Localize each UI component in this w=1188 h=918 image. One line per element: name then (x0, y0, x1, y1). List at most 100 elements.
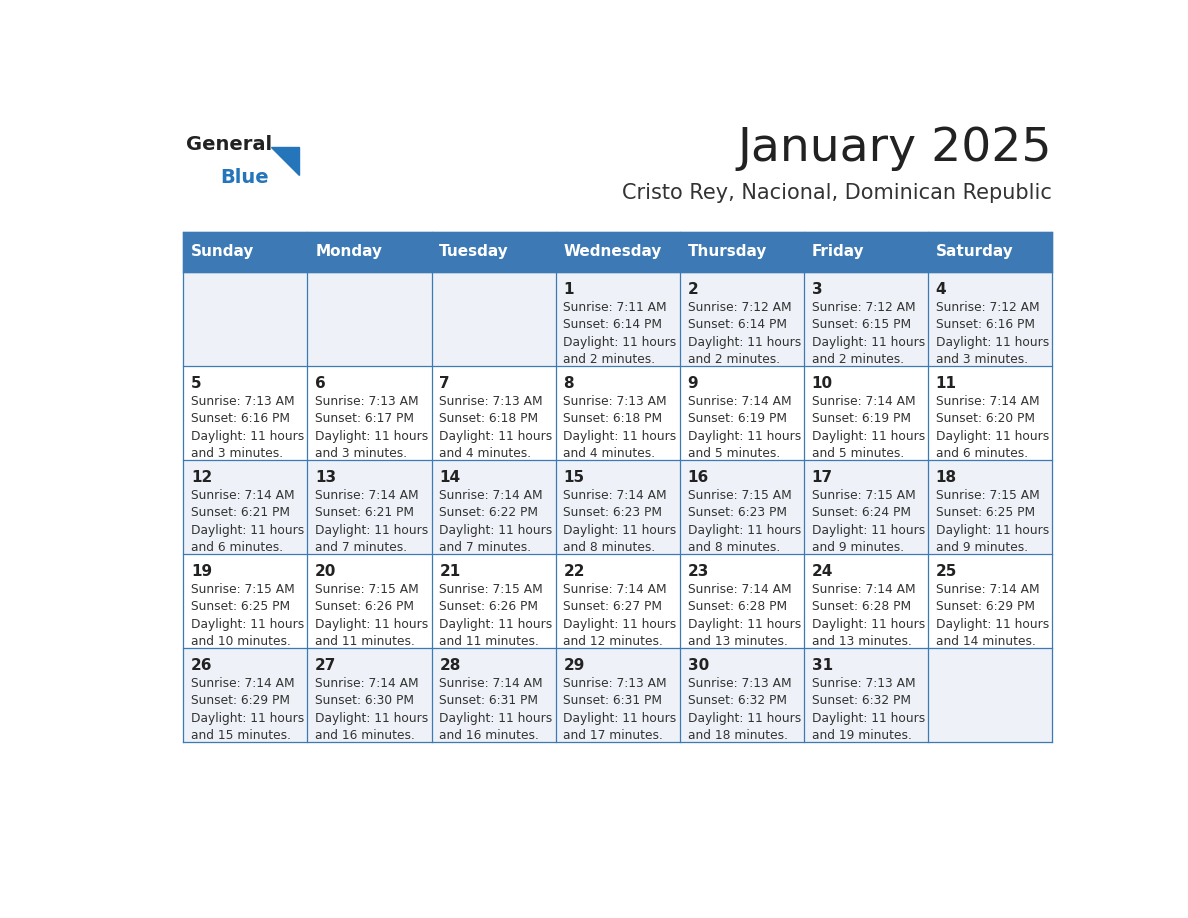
Text: and 3 minutes.: and 3 minutes. (191, 447, 283, 460)
Text: Sunrise: 7:14 AM: Sunrise: 7:14 AM (811, 395, 915, 409)
Text: and 7 minutes.: and 7 minutes. (315, 541, 407, 554)
Bar (183, 272, 1053, 365)
Text: 6: 6 (315, 375, 326, 391)
Text: Sunrise: 7:13 AM: Sunrise: 7:13 AM (563, 677, 668, 690)
Polygon shape (271, 147, 299, 174)
Text: Sunrise: 7:14 AM: Sunrise: 7:14 AM (688, 583, 791, 596)
Text: 8: 8 (563, 375, 574, 391)
Text: Daylight: 11 hours: Daylight: 11 hours (936, 336, 1049, 349)
Text: and 11 minutes.: and 11 minutes. (440, 635, 539, 648)
Text: Daylight: 11 hours: Daylight: 11 hours (936, 618, 1049, 631)
Text: 31: 31 (811, 657, 833, 673)
Text: 12: 12 (191, 470, 213, 485)
Text: General: General (185, 135, 272, 154)
Text: and 3 minutes.: and 3 minutes. (936, 353, 1028, 366)
Text: Daylight: 11 hours: Daylight: 11 hours (811, 618, 925, 631)
Text: and 13 minutes.: and 13 minutes. (811, 635, 911, 648)
Text: Sunrise: 7:14 AM: Sunrise: 7:14 AM (563, 583, 668, 596)
Text: Daylight: 11 hours: Daylight: 11 hours (563, 711, 677, 724)
Text: Sunrise: 7:14 AM: Sunrise: 7:14 AM (440, 489, 543, 502)
Text: Sunrise: 7:13 AM: Sunrise: 7:13 AM (688, 677, 791, 690)
Text: Sunset: 6:16 PM: Sunset: 6:16 PM (936, 319, 1035, 331)
Bar (183, 647, 1053, 742)
Text: 14: 14 (440, 470, 461, 485)
Text: 15: 15 (563, 470, 584, 485)
Text: Daylight: 11 hours: Daylight: 11 hours (315, 618, 429, 631)
Text: Daylight: 11 hours: Daylight: 11 hours (811, 336, 925, 349)
Text: Daylight: 11 hours: Daylight: 11 hours (191, 618, 304, 631)
Text: and 9 minutes.: and 9 minutes. (811, 541, 904, 554)
Text: 19: 19 (191, 564, 213, 578)
Text: Cristo Rey, Nacional, Dominican Republic: Cristo Rey, Nacional, Dominican Republic (623, 184, 1053, 203)
Text: and 9 minutes.: and 9 minutes. (936, 541, 1028, 554)
Text: Sunrise: 7:13 AM: Sunrise: 7:13 AM (563, 395, 668, 409)
Text: 10: 10 (811, 375, 833, 391)
Text: 20: 20 (315, 564, 336, 578)
Text: Daylight: 11 hours: Daylight: 11 hours (440, 523, 552, 537)
Text: 13: 13 (315, 470, 336, 485)
Text: and 4 minutes.: and 4 minutes. (563, 447, 656, 460)
Text: Daylight: 11 hours: Daylight: 11 hours (811, 711, 925, 724)
Text: January 2025: January 2025 (738, 126, 1053, 171)
Text: 7: 7 (440, 375, 450, 391)
Text: Daylight: 11 hours: Daylight: 11 hours (688, 711, 801, 724)
Text: and 12 minutes.: and 12 minutes. (563, 635, 663, 648)
Text: Sunrise: 7:13 AM: Sunrise: 7:13 AM (811, 677, 915, 690)
Text: Sunrise: 7:14 AM: Sunrise: 7:14 AM (315, 677, 419, 690)
Text: Sunday: Sunday (191, 244, 254, 260)
Text: and 18 minutes.: and 18 minutes. (688, 729, 788, 742)
Text: Sunrise: 7:15 AM: Sunrise: 7:15 AM (688, 489, 791, 502)
Text: 29: 29 (563, 657, 584, 673)
Text: Sunset: 6:21 PM: Sunset: 6:21 PM (315, 507, 415, 520)
Text: Daylight: 11 hours: Daylight: 11 hours (811, 430, 925, 442)
Text: and 8 minutes.: and 8 minutes. (563, 541, 656, 554)
Bar (183, 554, 1053, 647)
Text: Sunrise: 7:14 AM: Sunrise: 7:14 AM (440, 677, 543, 690)
Text: Sunset: 6:27 PM: Sunset: 6:27 PM (563, 600, 663, 613)
Text: 17: 17 (811, 470, 833, 485)
Text: Sunrise: 7:13 AM: Sunrise: 7:13 AM (440, 395, 543, 409)
Text: and 16 minutes.: and 16 minutes. (440, 729, 539, 742)
Text: and 19 minutes.: and 19 minutes. (811, 729, 911, 742)
Text: Sunrise: 7:14 AM: Sunrise: 7:14 AM (563, 489, 668, 502)
Text: Sunrise: 7:14 AM: Sunrise: 7:14 AM (936, 583, 1040, 596)
Text: Sunrise: 7:15 AM: Sunrise: 7:15 AM (936, 489, 1040, 502)
Text: Sunset: 6:31 PM: Sunset: 6:31 PM (440, 694, 538, 707)
Text: 3: 3 (811, 282, 822, 297)
Text: and 4 minutes.: and 4 minutes. (440, 447, 531, 460)
Text: Sunset: 6:25 PM: Sunset: 6:25 PM (936, 507, 1035, 520)
Text: Daylight: 11 hours: Daylight: 11 hours (315, 711, 429, 724)
Text: Sunrise: 7:12 AM: Sunrise: 7:12 AM (936, 301, 1040, 314)
Text: 30: 30 (688, 657, 709, 673)
Text: and 13 minutes.: and 13 minutes. (688, 635, 788, 648)
Text: 23: 23 (688, 564, 709, 578)
Text: Sunset: 6:20 PM: Sunset: 6:20 PM (936, 412, 1035, 425)
Text: Sunset: 6:32 PM: Sunset: 6:32 PM (688, 694, 786, 707)
Text: 2: 2 (688, 282, 699, 297)
Text: Monday: Monday (315, 244, 383, 260)
Bar (183, 232, 1053, 272)
Text: Blue: Blue (221, 168, 270, 187)
Text: Sunset: 6:29 PM: Sunset: 6:29 PM (191, 694, 290, 707)
Text: and 2 minutes.: and 2 minutes. (563, 353, 656, 366)
Text: 5: 5 (191, 375, 202, 391)
Bar (183, 460, 1053, 554)
Text: Tuesday: Tuesday (440, 244, 510, 260)
Text: 27: 27 (315, 657, 336, 673)
Text: 18: 18 (936, 470, 956, 485)
Text: and 2 minutes.: and 2 minutes. (688, 353, 779, 366)
Text: Sunset: 6:23 PM: Sunset: 6:23 PM (688, 507, 786, 520)
Text: Sunrise: 7:13 AM: Sunrise: 7:13 AM (315, 395, 419, 409)
Text: Wednesday: Wednesday (563, 244, 662, 260)
Text: Sunrise: 7:12 AM: Sunrise: 7:12 AM (688, 301, 791, 314)
Text: Daylight: 11 hours: Daylight: 11 hours (191, 523, 304, 537)
Text: Friday: Friday (811, 244, 865, 260)
Text: Sunset: 6:14 PM: Sunset: 6:14 PM (563, 319, 663, 331)
Text: 16: 16 (688, 470, 709, 485)
Text: Sunrise: 7:15 AM: Sunrise: 7:15 AM (440, 583, 543, 596)
Text: and 6 minutes.: and 6 minutes. (936, 447, 1028, 460)
Text: Daylight: 11 hours: Daylight: 11 hours (563, 336, 677, 349)
Text: and 15 minutes.: and 15 minutes. (191, 729, 291, 742)
Text: and 16 minutes.: and 16 minutes. (315, 729, 415, 742)
Text: Sunset: 6:28 PM: Sunset: 6:28 PM (811, 600, 911, 613)
